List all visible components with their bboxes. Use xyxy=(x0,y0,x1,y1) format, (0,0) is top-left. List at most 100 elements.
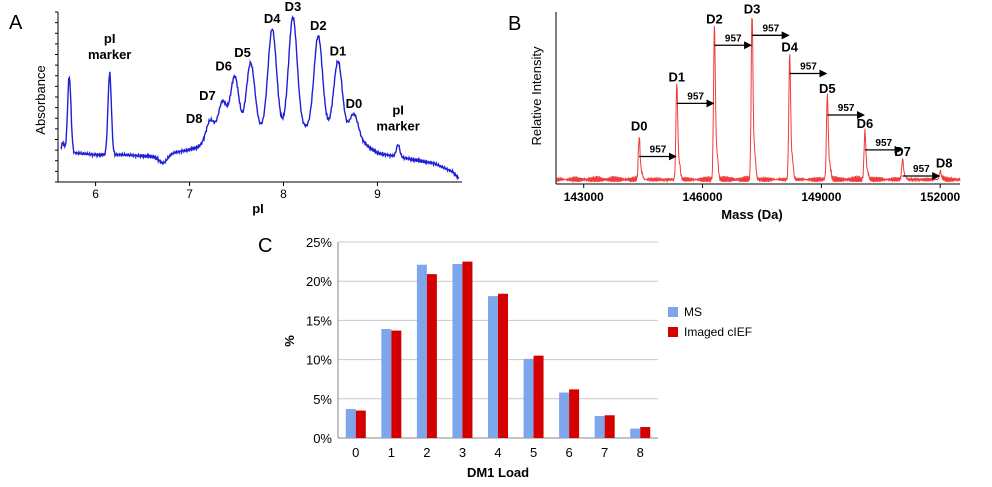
panel-a-x-tick-label: 9 xyxy=(374,187,381,201)
panel-c-y-tick-label: 0% xyxy=(313,431,332,446)
panel-c-chart: 0% 5% 10% 15% 20% 25% 0 1 2 3 4 5 6 7 8 DM1 Load % MS… xyxy=(282,235,752,480)
legend-cief-label: Imaged cIEF xyxy=(684,325,752,339)
bar-ms xyxy=(416,264,427,438)
bar-ms xyxy=(452,263,463,438)
panel-c-y-tick-label: 25% xyxy=(306,235,332,250)
panel-a-peak-label: D5 xyxy=(234,45,251,60)
panel-c-y-axis-title: % xyxy=(282,335,297,347)
bar-imaged-cief xyxy=(355,410,366,438)
bar-ms xyxy=(345,408,356,438)
panel-a-peak-label: D6 xyxy=(215,59,232,74)
panel-a-peak-label: marker xyxy=(376,119,419,134)
panel-b-y-axis-title: Relative Intensity xyxy=(529,46,544,145)
panel-c-y-tick-labels: 0% 5% 10% 15% 20% 25% xyxy=(306,235,332,446)
bar-ms xyxy=(630,428,641,438)
bar-ms xyxy=(559,392,570,438)
panel-a-peak-label: D3 xyxy=(285,0,302,14)
panel-b-mass-spectrum-trace xyxy=(555,17,961,184)
bar-imaged-cief xyxy=(640,427,651,438)
bar-imaged-cief xyxy=(604,415,615,438)
panel-a-electropherogram-trace xyxy=(60,14,460,181)
panel-c-x-tick-label: 4 xyxy=(494,445,501,460)
panel-a-y-axis-title: Absorbance xyxy=(33,65,48,134)
panel-b-mass-shift-label: 957 xyxy=(800,62,817,73)
panel-c-y-tick-label: 5% xyxy=(313,392,332,407)
panel-a-peak-label: D2 xyxy=(310,18,327,33)
bar-imaged-cief xyxy=(462,261,473,438)
panel-letter-a: A xyxy=(9,12,23,34)
panel-b-x-ticks: 143000 146000 149000 152000 xyxy=(564,184,961,204)
panel-b-x-tick-label: 152000 xyxy=(920,190,960,204)
bar-imaged-cief xyxy=(426,274,437,438)
panel-a-x-tick-label: 6 xyxy=(92,187,99,201)
panel-b-peak-labels: D0 D1 D2 D3 D4 D5 D6 D7 D8 xyxy=(631,1,953,170)
panel-b-mass-shift-label: 957 xyxy=(875,138,892,149)
panel-a-peak-label: marker xyxy=(88,47,131,62)
bar-ms xyxy=(488,296,498,438)
panel-b-mass-shift-label: 957 xyxy=(650,145,667,156)
panel-c-x-tick-labels: 0 1 2 3 4 5 6 7 8 xyxy=(352,445,644,460)
panel-a-peak-label: D8 xyxy=(186,111,203,126)
panel-a-peak-label: D4 xyxy=(264,11,281,26)
panel-c-x-tick-label: 5 xyxy=(530,445,537,460)
panel-c-x-tick-label: 6 xyxy=(565,445,572,460)
panel-letter-c: C xyxy=(258,235,272,257)
panel-c-x-axis-title: DM1 Load xyxy=(467,465,529,480)
panel-a-peak-label: pI xyxy=(392,103,404,118)
panel-a-peak-label: pI xyxy=(104,31,116,46)
panel-c-y-tick-label: 10% xyxy=(306,353,332,368)
panel-b-peak-label: D4 xyxy=(781,40,798,55)
bar-ms xyxy=(523,358,534,438)
panel-a-peak-label: D7 xyxy=(199,88,216,103)
bar-imaged-cief xyxy=(391,330,402,438)
panel-b-mass-shift-label: 957 xyxy=(763,23,780,34)
panel-b-chart: 143000 146000 149000 152000 957957957957957… xyxy=(529,1,961,222)
panel-a-y-minor-ticks xyxy=(55,11,58,183)
panel-b-mass-shift-label: 957 xyxy=(687,91,704,102)
legend-ms-swatch xyxy=(668,307,678,317)
panel-a-peak-label: D1 xyxy=(330,43,347,58)
panel-c-x-tick-label: 2 xyxy=(423,445,430,460)
panel-b-x-axis-title: Mass (Da) xyxy=(721,207,782,222)
panel-b-x-tick-label: 149000 xyxy=(801,190,841,204)
panel-b-x-tick-label: 143000 xyxy=(564,190,604,204)
panel-a-x-ticks: 6 7 8 9 xyxy=(92,182,381,201)
legend-cief-swatch xyxy=(668,327,678,337)
panel-b-peak-label: D1 xyxy=(668,69,685,84)
panel-b-peak-label: D0 xyxy=(631,119,648,134)
panel-c-x-tick-label: 1 xyxy=(388,445,395,460)
panel-b-mass-shift-label: 957 xyxy=(725,33,742,44)
panel-a-peak-label: D0 xyxy=(346,96,363,111)
panel-b-mass-shift-label: 957 xyxy=(838,103,855,114)
panel-c-x-tick-label: 0 xyxy=(352,445,359,460)
bar-ms xyxy=(381,329,392,438)
panel-b-peak-label: D6 xyxy=(857,116,874,131)
panel-b-mass-shift-arrows: 957 957 957 957 957 957 957 957 xyxy=(639,23,941,180)
panel-c-legend: MS Imaged cIEF xyxy=(668,305,752,339)
panel-b-peak-label: D5 xyxy=(819,81,836,96)
panel-b-peak-label: D7 xyxy=(894,144,911,159)
panel-c-bars xyxy=(345,261,651,438)
legend-ms-label: MS xyxy=(684,305,702,319)
panel-c-y-tick-label: 15% xyxy=(306,313,332,328)
panel-a-x-tick-label: 8 xyxy=(280,187,287,201)
panel-b-x-tick-label: 146000 xyxy=(683,190,723,204)
panel-c-x-tick-label: 3 xyxy=(459,445,466,460)
bar-imaged-cief xyxy=(533,355,544,438)
panel-letter-b: B xyxy=(508,13,521,35)
panel-b-peak-label: D8 xyxy=(936,156,953,171)
bar-imaged-cief xyxy=(569,389,580,438)
panel-a-x-axis-title: pI xyxy=(252,201,264,216)
panel-c-y-tick-label: 20% xyxy=(306,274,332,289)
panel-b-peak-label: D3 xyxy=(744,1,761,16)
panel-a-x-tick-label: 7 xyxy=(186,187,193,201)
bar-ms xyxy=(594,416,605,438)
panel-c-x-tick-label: 8 xyxy=(637,445,644,460)
panel-c-x-tick-label: 7 xyxy=(601,445,608,460)
panel-b-peak-label: D2 xyxy=(706,11,723,26)
panel-b-mass-shift-label: 957 xyxy=(913,164,930,175)
bar-imaged-cief xyxy=(498,293,508,438)
